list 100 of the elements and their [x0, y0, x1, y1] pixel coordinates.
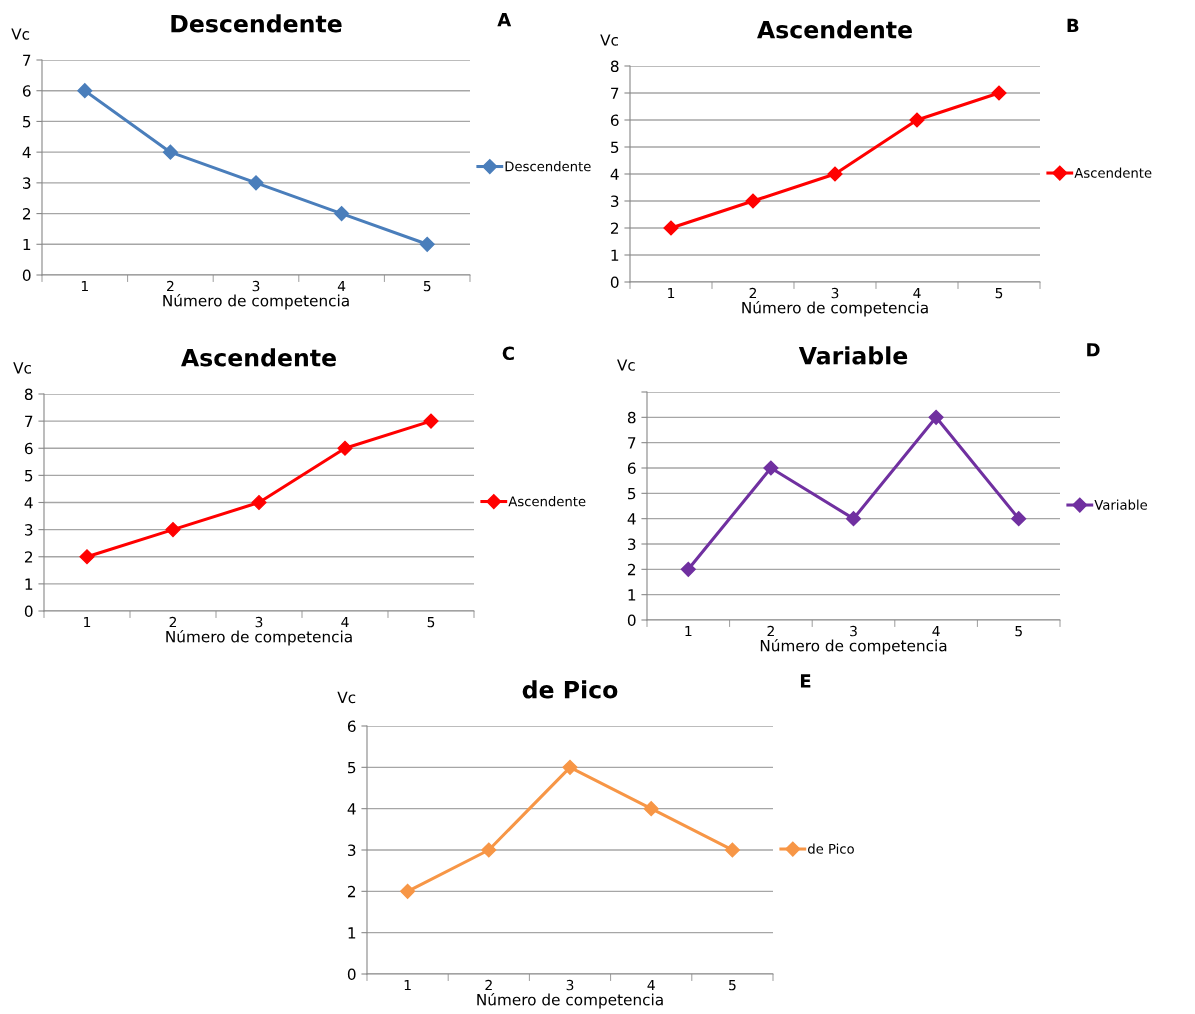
y-tick-label: 6: [22, 85, 31, 97]
x-tick-label: 4: [647, 979, 655, 991]
y-tick-label: 1: [611, 249, 619, 261]
y-tick-label: 7: [611, 87, 619, 99]
point: [1011, 511, 1027, 527]
y-tick-label: 1: [25, 578, 33, 590]
y-tick-label: 8: [627, 411, 636, 424]
x-tick-label: 1: [404, 979, 411, 991]
x-tick-label: 3: [831, 287, 839, 299]
point: [663, 220, 679, 236]
x-tick-label: 1: [685, 625, 692, 637]
y-tick-label: 7: [25, 415, 33, 427]
point: [562, 759, 578, 775]
legend-label: Ascendente: [1074, 167, 1152, 178]
point: [643, 801, 659, 817]
legend-label: Ascendente: [508, 496, 586, 507]
y-tick-label: 5: [611, 141, 619, 154]
point: [77, 83, 93, 99]
y-tick-label: 7: [23, 54, 31, 66]
y-tick-label: 1: [23, 238, 31, 251]
x-tick-label: 3: [850, 625, 857, 637]
y-tick-label: 0: [22, 269, 31, 282]
x-axis-title: Número de competencia: [163, 294, 349, 310]
legend-label: Variable: [1094, 499, 1148, 510]
text: A: [497, 12, 512, 27]
x-tick-label: 2: [767, 625, 774, 637]
y-tick-label: 6: [610, 114, 619, 127]
point: [909, 112, 925, 128]
y-tick-label: 8: [610, 60, 619, 73]
y-axis-title: Vc: [11, 28, 30, 40]
y-tick-label: 1: [628, 589, 636, 601]
y-tick-label: 5: [25, 470, 33, 482]
y-axis-title: Vc: [13, 362, 31, 374]
text: E: [800, 674, 811, 688]
point: [165, 522, 181, 538]
x-axis-title: Número de competencia: [760, 639, 947, 655]
x-tick-label: 1: [84, 616, 91, 628]
y-tick-label: 3: [611, 195, 619, 208]
x-tick-label: 3: [566, 979, 574, 991]
y-tick-label: 0: [610, 276, 619, 289]
point: [745, 193, 761, 209]
y-axis-title: Vc: [337, 691, 356, 704]
text: B: [1067, 18, 1079, 33]
x-axis-title: Número de competencia: [477, 993, 663, 1009]
x-axis-title: Número de competencia: [742, 301, 928, 317]
y-tick-label: 3: [348, 844, 356, 857]
x-tick-label: 5: [1015, 625, 1022, 637]
point: [248, 175, 264, 191]
chart-title: Ascendente: [181, 348, 336, 367]
x-tick-label: 5: [729, 979, 736, 991]
x-axis-title: Número de competencia: [166, 630, 352, 646]
y-tick-label: 7: [628, 437, 636, 449]
y-tick-label: 3: [25, 524, 33, 536]
y-tick-label: 2: [22, 208, 31, 220]
legend-label: de Pico: [808, 843, 854, 854]
point: [481, 842, 497, 858]
x-tick-label: 5: [427, 616, 435, 628]
y-axis-title: Vc: [617, 359, 635, 371]
x-tick-label: 5: [423, 280, 431, 292]
y-tick-label: 6: [627, 462, 636, 475]
y-tick-label: 8: [24, 388, 33, 401]
text: D: [1087, 343, 1100, 357]
point: [724, 842, 740, 858]
point: [680, 561, 696, 577]
x-tick-label: 2: [167, 280, 174, 292]
point: [400, 883, 416, 899]
text: C: [502, 346, 514, 361]
point: [827, 166, 843, 182]
y-tick-label: 5: [348, 762, 356, 774]
point: [334, 206, 350, 222]
x-tick-label: 3: [255, 616, 263, 628]
point: [763, 460, 779, 476]
chart-title: de Pico: [522, 680, 618, 699]
y-tick-label: 2: [627, 563, 636, 576]
y-tick-label: 4: [610, 168, 619, 180]
point: [79, 549, 95, 565]
point: [419, 236, 435, 252]
y-tick-label: 4: [347, 803, 356, 815]
chart-title: Ascendente: [757, 20, 912, 39]
point: [251, 494, 267, 511]
x-tick-label: 5: [995, 287, 1003, 299]
y-tick-label: 1: [348, 927, 356, 939]
y-tick-label: 4: [24, 497, 33, 509]
y-tick-label: 6: [24, 442, 33, 455]
point: [991, 85, 1007, 101]
y-tick-label: 2: [347, 885, 356, 898]
chart-title: Descendente: [171, 14, 342, 33]
x-tick-label: 1: [668, 287, 675, 299]
y-tick-label: 6: [347, 720, 356, 733]
x-tick-label: 1: [81, 280, 88, 292]
y-tick-label: 2: [610, 222, 619, 234]
y-tick-label: 3: [23, 177, 31, 189]
y-tick-label: 5: [23, 116, 31, 128]
y-tick-label: 0: [347, 968, 356, 981]
x-tick-label: 2: [749, 287, 757, 299]
y-tick-label: 4: [627, 513, 636, 525]
x-tick-label: 2: [485, 979, 492, 991]
point: [928, 409, 944, 425]
x-tick-label: 4: [913, 287, 921, 299]
legend-label: Descendente: [505, 161, 591, 172]
